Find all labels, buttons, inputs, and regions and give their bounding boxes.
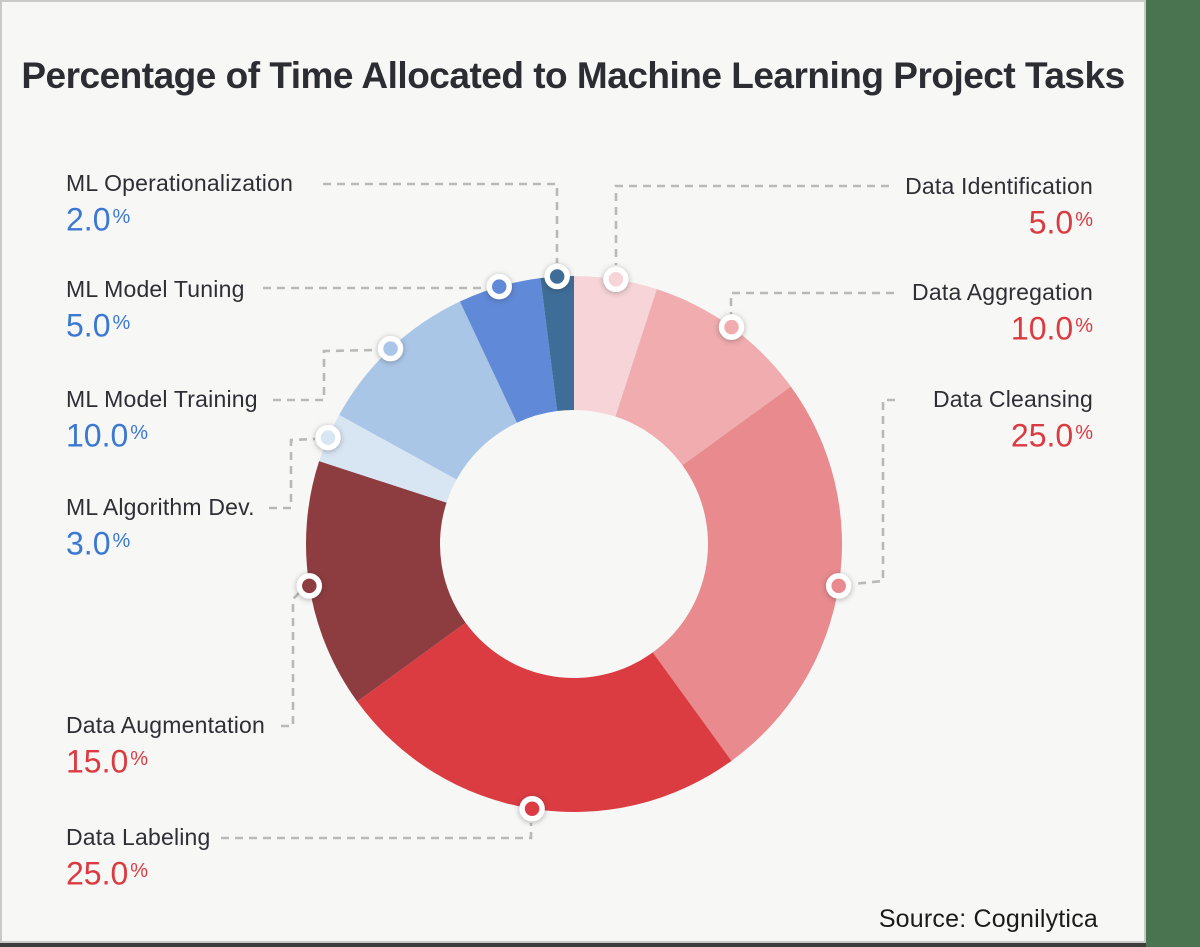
marker-ml-operationalization xyxy=(544,263,570,290)
percent-sign: % xyxy=(130,748,149,770)
slice-ml-model-training xyxy=(339,301,517,480)
card-bottom-shadow xyxy=(0,943,1146,947)
slice-ml-operationalization xyxy=(540,276,574,412)
marker-data-augmentation xyxy=(296,573,323,599)
connector-data-labeling xyxy=(221,823,533,840)
label-value: 25.0% xyxy=(1010,417,1093,454)
label-data-aggregation: Data Aggregation 10.0% xyxy=(912,277,1093,348)
label-ml-model-training: ML Model Training 10.0% xyxy=(66,384,258,455)
slice-data-identification xyxy=(574,276,657,417)
label-value: 10.0% xyxy=(1010,310,1093,347)
source-credit: Source: Cognilytica xyxy=(878,905,1098,933)
label-name: ML Model Training xyxy=(66,386,258,412)
marker-data-cleansing xyxy=(825,573,852,599)
label-value: 5.0% xyxy=(66,307,131,344)
label-name: Data Labeling xyxy=(66,824,211,850)
slice-data-cleansing xyxy=(652,386,842,761)
connector-data-augmentation xyxy=(281,592,300,728)
slice-ml-algorithm-dev xyxy=(319,414,457,503)
percent-sign: % xyxy=(112,530,131,552)
label-data-cleansing: Data Cleansing 25.0% xyxy=(933,384,1093,455)
label-name: Data Cleansing xyxy=(932,386,1093,412)
card: Percentage of Time Allocated to Machine … xyxy=(0,0,1146,943)
slice-ml-model-tuning xyxy=(459,278,558,423)
donut-chart xyxy=(221,182,895,840)
label-name: ML Model Tuning xyxy=(66,276,245,302)
label-name: Data Augmentation xyxy=(66,712,266,738)
page-title: Percentage of Time Allocated to Machine … xyxy=(21,55,1125,96)
label-value: 3.0% xyxy=(66,525,131,562)
marker-ml-model-training xyxy=(377,335,404,362)
label-data-identification: Data Identification 5.0% xyxy=(905,171,1093,242)
connector-data-cleansing xyxy=(852,398,895,586)
connector-ml-algorithm-dev xyxy=(269,437,316,510)
connector-ml-model-training xyxy=(273,348,378,402)
label-name: ML Operationalization xyxy=(66,170,294,196)
marker-data-aggregation xyxy=(718,314,745,340)
percent-sign: % xyxy=(112,312,131,334)
label-data-labeling: Data Labeling 25.0% xyxy=(66,822,211,893)
marker-data-identification xyxy=(603,266,629,293)
slice-data-aggregation xyxy=(615,289,791,466)
label-data-augmentation: Data Augmentation 15.0% xyxy=(66,710,265,781)
label-value: 5.0% xyxy=(1028,204,1093,241)
label-name: Data Identification xyxy=(905,173,1093,199)
marker-ml-model-tuning xyxy=(486,273,512,300)
percent-sign: % xyxy=(112,206,131,228)
percent-sign: % xyxy=(1075,422,1093,444)
slice-data-labeling xyxy=(357,622,732,812)
label-name: ML Algorithm Dev. xyxy=(66,494,255,520)
percent-sign: % xyxy=(130,860,149,882)
slice-data-augmentation xyxy=(306,461,466,702)
connector-data-identification xyxy=(614,184,889,265)
label-value: 10.0% xyxy=(66,417,149,454)
connector-data-aggregation xyxy=(729,291,894,314)
marker-data-labeling xyxy=(519,795,545,822)
label-ml-operationalization: ML Operationalization 2.0% xyxy=(66,168,293,239)
label-value: 25.0% xyxy=(66,855,149,892)
connector-ml-operationalization xyxy=(323,182,559,263)
label-value: 2.0% xyxy=(66,201,131,238)
percent-sign: % xyxy=(1075,209,1093,231)
label-name: Data Aggregation xyxy=(912,279,1093,305)
label-value: 15.0% xyxy=(66,743,149,780)
percent-sign: % xyxy=(130,422,149,444)
percent-sign: % xyxy=(1075,315,1093,337)
label-ml-algorithm-dev: ML Algorithm Dev. 3.0% xyxy=(66,492,255,563)
marker-ml-algorithm-dev xyxy=(315,424,341,451)
label-ml-model-tuning: ML Model Tuning 5.0% xyxy=(66,274,245,345)
